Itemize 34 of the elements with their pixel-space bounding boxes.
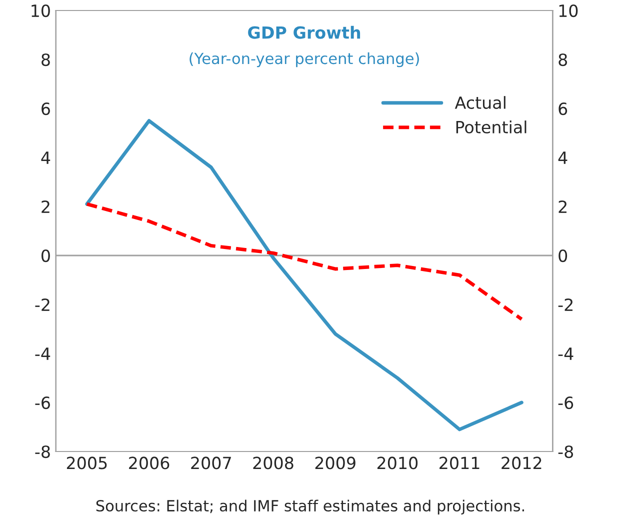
source-note: Sources: Elstat; and IMF staff estimates and projections.	[96, 500, 524, 514]
y2-tick-label: 10	[559, 4, 578, 18]
legend-label: Actual	[454, 96, 506, 109]
y-tick-label: 10	[32, 4, 50, 18]
y2-tick-label: 4	[558, 152, 568, 164]
text: (Year-on-year percent change)	[190, 52, 419, 68]
y2-tick-label: 8	[558, 53, 568, 66]
y2-tick-label: -6	[558, 396, 574, 410]
y-tick-label: -4	[35, 348, 50, 360]
y2-tick-label: 2	[558, 200, 566, 213]
x-tick-label: 2005	[66, 456, 107, 470]
y-tick-label: 8	[42, 53, 50, 66]
x-tick-label: 2006	[129, 456, 170, 470]
y-tick-label: 4	[41, 152, 50, 164]
x-tick-label: 2007	[191, 456, 231, 470]
y-tick-label: -8	[35, 445, 50, 458]
y2-tick-label: -2	[558, 298, 572, 311]
y-tick-label: -6	[35, 396, 50, 410]
y2-tick-label: -4	[558, 348, 574, 360]
x-tick-label: 2011	[440, 456, 480, 470]
line-series	[85, 202, 524, 321]
y2-tick-label: 6	[558, 102, 568, 116]
y2-tick-label: 0	[558, 249, 568, 262]
x-tick-label: 2009	[315, 456, 356, 470]
x-tick-label: 2012	[502, 456, 542, 470]
y-tick-label: 2	[42, 200, 50, 213]
x-tick-label: 2008	[253, 456, 294, 470]
y-tick-label: 6	[42, 102, 50, 116]
x-tick-label: 2010	[377, 456, 418, 470]
y-tick-label: -2	[35, 298, 50, 311]
y-tick-label: 0	[42, 249, 50, 262]
y2-tick-label: -8	[558, 445, 574, 458]
text: GDP Growth	[248, 26, 360, 39]
legend-label: Potential	[456, 120, 526, 134]
